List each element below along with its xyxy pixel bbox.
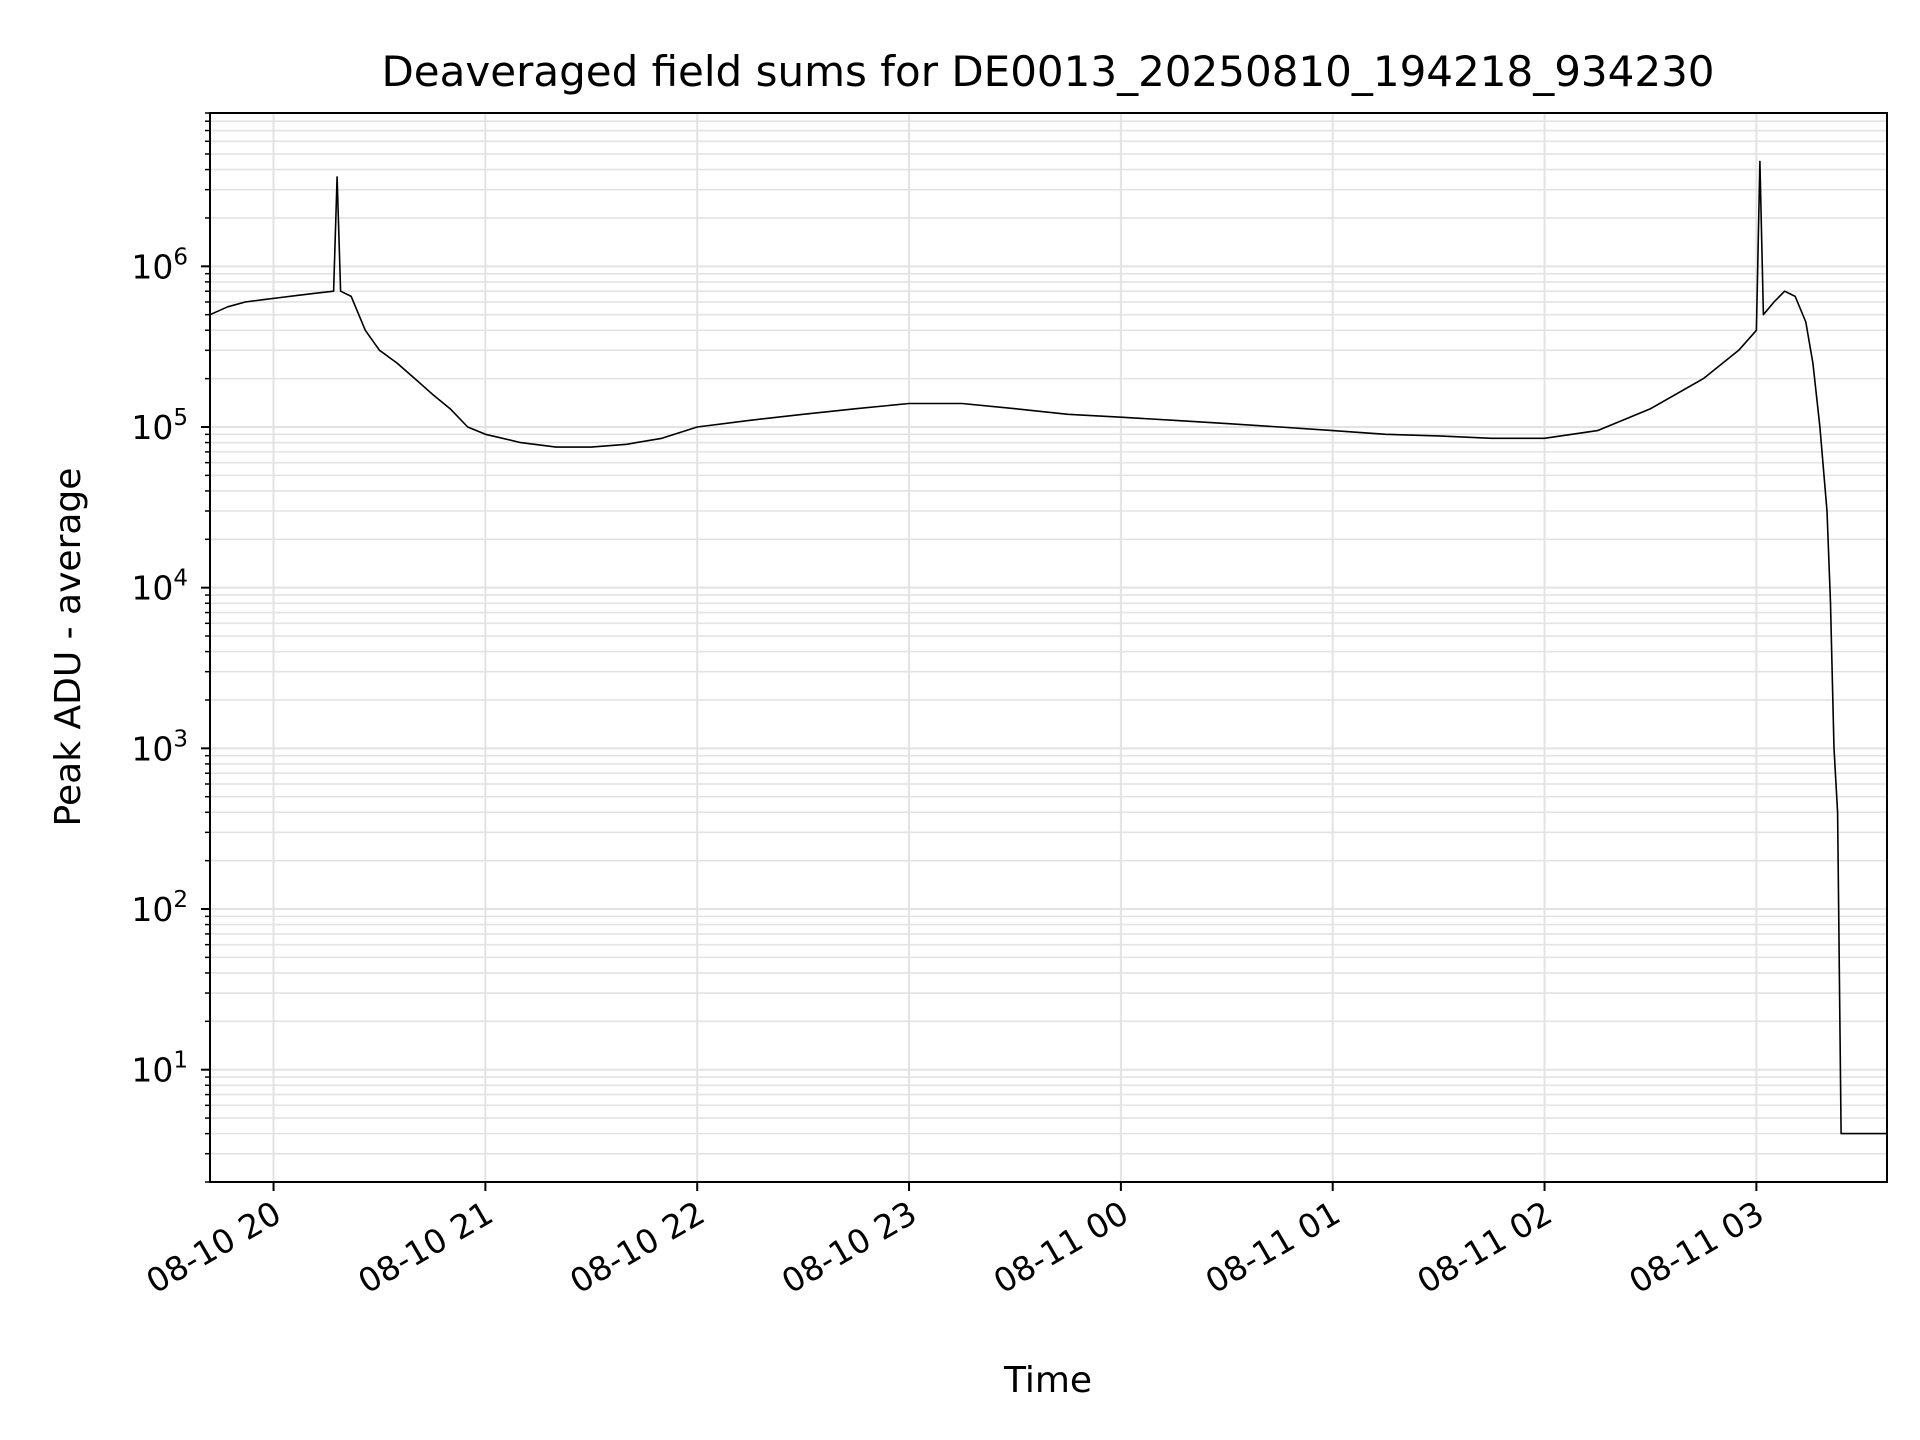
y-tick-label: 102 [131, 887, 188, 929]
x-axis-label: Time [1003, 1360, 1092, 1401]
y-tick-label: 105 [131, 405, 188, 447]
chart-title: Deaveraged field sums for DE0013_2025081… [381, 47, 1714, 96]
y-tick-label: 101 [131, 1048, 188, 1090]
y-axis-label: Peak ADU - average [48, 468, 89, 827]
grid [210, 112, 1887, 1183]
y-tick-label: 103 [131, 726, 188, 768]
series-layer [209, 160, 1887, 1135]
plot-frame [209, 112, 1888, 1183]
y-tick-label: 104 [131, 566, 188, 608]
y-tick-label: 106 [131, 244, 188, 286]
series-line [209, 160, 1887, 1135]
